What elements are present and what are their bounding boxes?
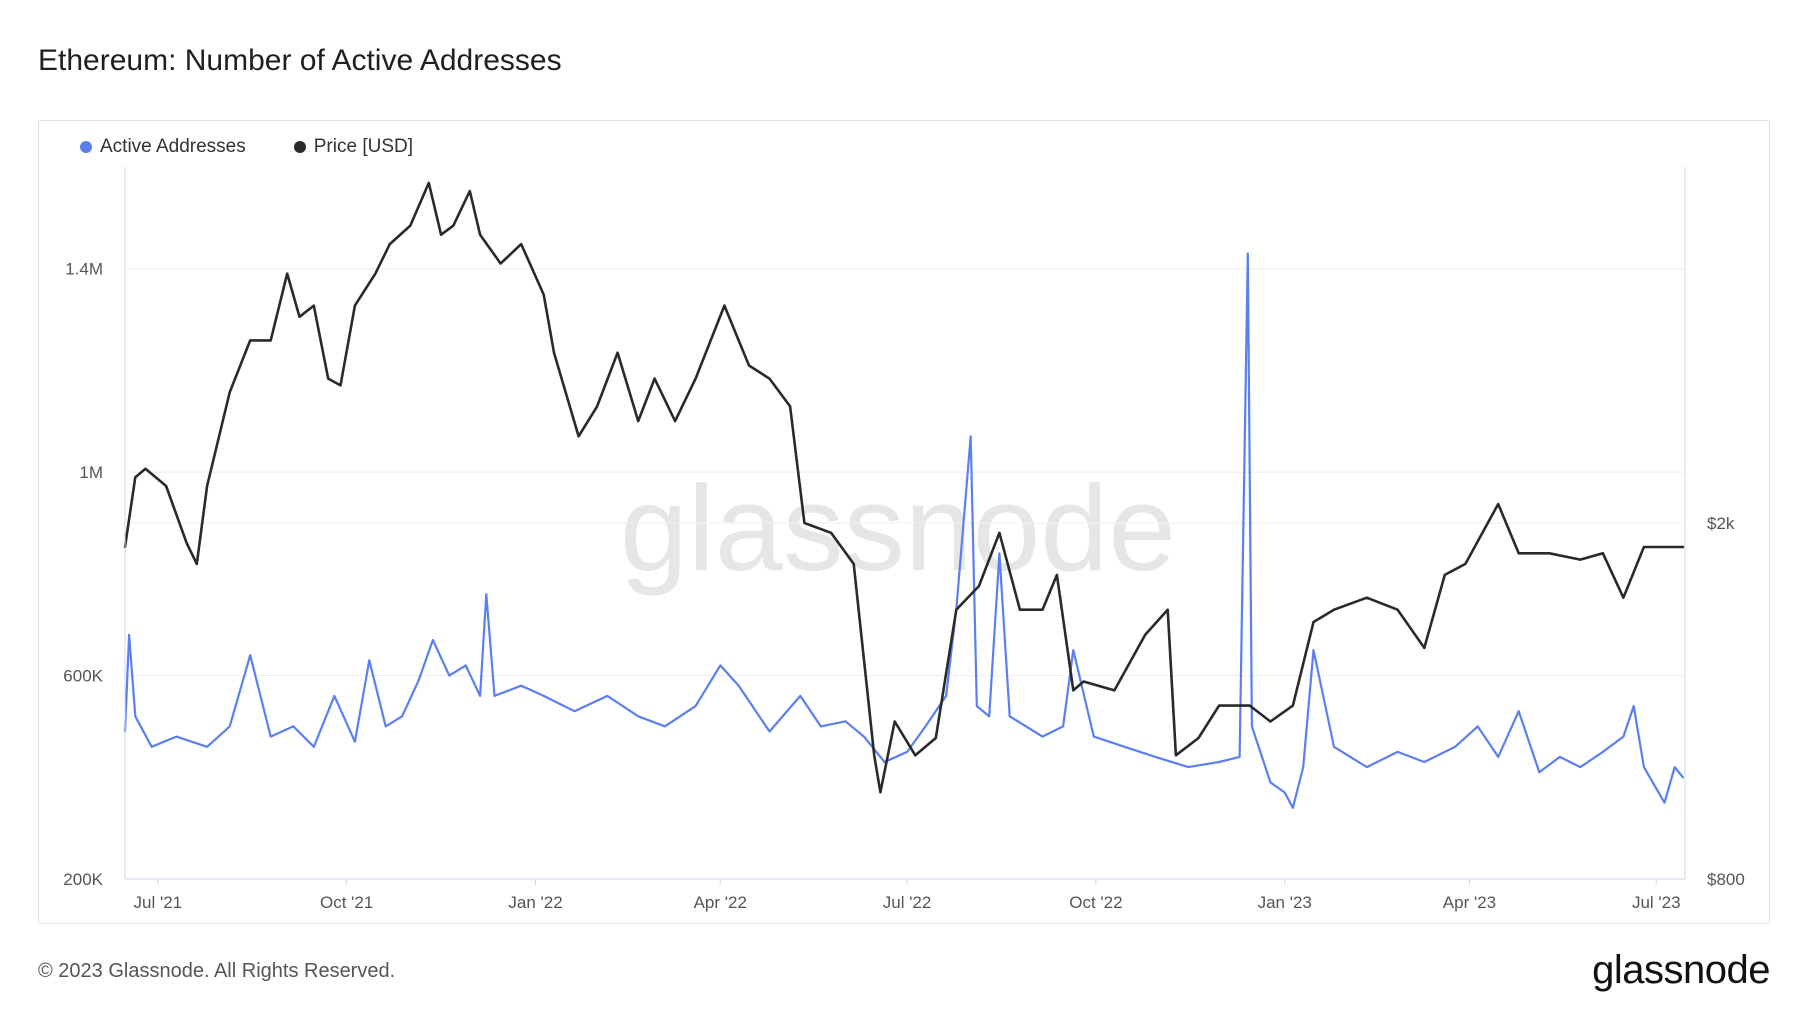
y-tick-label-left: 1.4M (65, 260, 103, 279)
y-tick-label-right: $800 (1707, 870, 1745, 889)
x-tick-label: Jan '22 (508, 893, 562, 912)
legend-item-price[interactable]: Price [USD] (293, 136, 413, 158)
footer-copyright: © 2023 Glassnode. All Rights Reserved. (38, 960, 396, 982)
series-layer (123, 181, 1685, 809)
series-line-active-addresses (123, 252, 1685, 809)
chart-legend: Active Addresses Price [USD] (80, 136, 413, 158)
legend-label-price: Price [USD] (313, 136, 413, 157)
x-tick-label: Apr '22 (694, 893, 747, 912)
series-line-price (123, 181, 1685, 794)
page-title: Ethereum: Number of Active Addresses (38, 44, 562, 77)
x-tick-label: Jan '23 (1258, 893, 1312, 912)
chart-frame (38, 120, 1770, 924)
x-tick-label: Jul '22 (883, 893, 932, 912)
legend-dot-active-addresses (80, 141, 92, 153)
watermark: glassnode (620, 460, 1176, 596)
x-tick-label: Oct '22 (1069, 893, 1122, 912)
y-tick-label-left: 1M (79, 463, 103, 482)
x-tick-label: Jul '21 (134, 893, 183, 912)
legend-label-active-addresses: Active Addresses (100, 136, 246, 157)
x-tick-label: Apr '23 (1443, 893, 1496, 912)
x-tick-label: Jul '23 (1632, 893, 1681, 912)
x-tick-label: Oct '21 (320, 893, 373, 912)
footer-brand-logo[interactable]: glassnode (1592, 948, 1770, 992)
axis-layer: 200K 600K 1M 1.4M $800 $2k Jul '21 Oct '21 Jan '… (63, 167, 1745, 912)
y-tick-label-left: 200K (63, 870, 103, 889)
y-tick-label-left: 600K (63, 667, 103, 686)
y-tick-label-right: $2k (1707, 514, 1735, 533)
legend-dot-price (293, 141, 306, 153)
legend-item-active-addresses[interactable]: Active Addresses (80, 136, 246, 158)
